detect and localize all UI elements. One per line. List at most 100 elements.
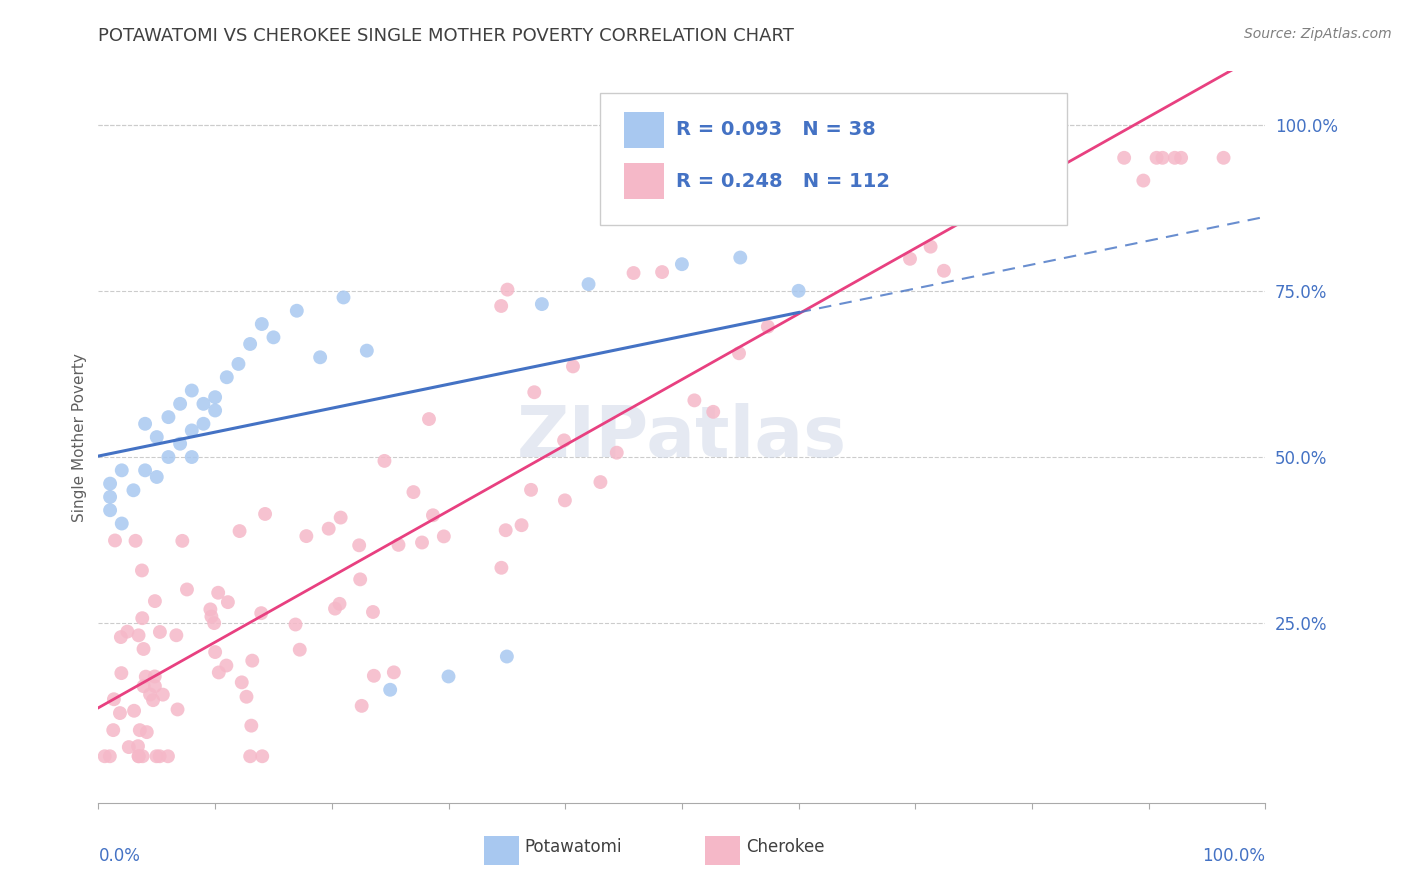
Point (132, 642, 155, 657)
Point (932, 264, 955, 278)
Point (111, 516, 134, 531)
Point (361, 605, 384, 619)
Point (318, 522, 340, 536)
Point (193, 397, 215, 411)
Point (489, 299, 512, 313)
Point (132, 679, 155, 693)
Point (1212, 151, 1234, 165)
Point (523, 385, 546, 400)
Point (285, 303, 308, 318)
Point (180, 424, 202, 438)
Point (111, 463, 134, 477)
Point (254, 507, 277, 521)
Point (228, 524, 250, 538)
Point (108, 706, 131, 720)
Point (139, 688, 162, 702)
Point (578, 277, 600, 292)
Point (98, 490, 121, 504)
Point (295, 529, 318, 543)
Point (145, 749, 167, 764)
Point (323, 601, 346, 615)
Point (180, 450, 202, 464)
FancyBboxPatch shape (706, 836, 741, 865)
Point (215, 658, 238, 673)
Point (134, 417, 156, 431)
Point (215, 370, 238, 384)
Point (143, 594, 166, 608)
Point (208, 665, 231, 680)
Point (606, 445, 628, 459)
Point (520, 483, 543, 497)
Point (309, 351, 332, 365)
Point (131, 611, 153, 625)
Point (152, 688, 174, 702)
Point (157, 450, 180, 464)
Point (380, 682, 402, 697)
Text: R = 0.248   N = 112: R = 0.248 N = 112 (676, 171, 890, 191)
Point (329, 510, 352, 524)
Point (228, 357, 250, 371)
Point (896, 175, 918, 189)
Point (496, 649, 519, 664)
FancyBboxPatch shape (484, 836, 519, 865)
Point (948, 206, 970, 220)
Point (110, 666, 132, 681)
FancyBboxPatch shape (600, 94, 1067, 225)
Point (127, 739, 149, 754)
Point (658, 205, 681, 219)
Point (350, 698, 373, 713)
Point (1146, 151, 1168, 165)
Point (702, 405, 724, 419)
Text: Potawatomi: Potawatomi (524, 838, 621, 855)
Point (176, 582, 198, 597)
Point (110, 630, 132, 644)
Point (122, 483, 145, 498)
Point (239, 749, 262, 764)
Point (149, 749, 172, 764)
Point (128, 723, 150, 738)
Point (1132, 173, 1154, 187)
Point (93, 749, 115, 764)
Point (146, 470, 169, 484)
Y-axis label: Single Mother Poverty: Single Mother Poverty (72, 352, 87, 522)
Point (131, 564, 153, 578)
Point (898, 252, 921, 266)
Point (920, 240, 942, 254)
Point (149, 624, 172, 639)
Point (936, 151, 959, 165)
Point (250, 317, 273, 331)
Point (671, 257, 693, 271)
Point (1004, 151, 1026, 165)
Point (142, 693, 165, 707)
Point (787, 284, 810, 298)
Point (433, 529, 456, 543)
Point (495, 523, 517, 537)
Point (98, 503, 121, 517)
Point (262, 330, 284, 344)
Point (143, 669, 166, 683)
Point (328, 597, 350, 611)
Point (235, 690, 257, 704)
FancyBboxPatch shape (624, 163, 665, 200)
Point (562, 359, 585, 374)
Point (231, 675, 253, 690)
Point (169, 436, 191, 450)
Text: 100.0%: 100.0% (1202, 847, 1265, 864)
Point (128, 628, 150, 642)
Point (103, 723, 125, 738)
Point (240, 719, 263, 733)
Point (146, 430, 169, 444)
Point (207, 586, 229, 600)
Point (491, 561, 513, 575)
Point (373, 454, 395, 468)
Point (200, 609, 222, 624)
Point (530, 297, 553, 311)
Point (651, 265, 673, 279)
Point (756, 319, 779, 334)
Point (128, 749, 150, 764)
Point (180, 384, 202, 398)
Point (98, 749, 121, 764)
Text: Cherokee: Cherokee (747, 838, 824, 855)
Point (623, 266, 645, 280)
Point (117, 624, 139, 639)
